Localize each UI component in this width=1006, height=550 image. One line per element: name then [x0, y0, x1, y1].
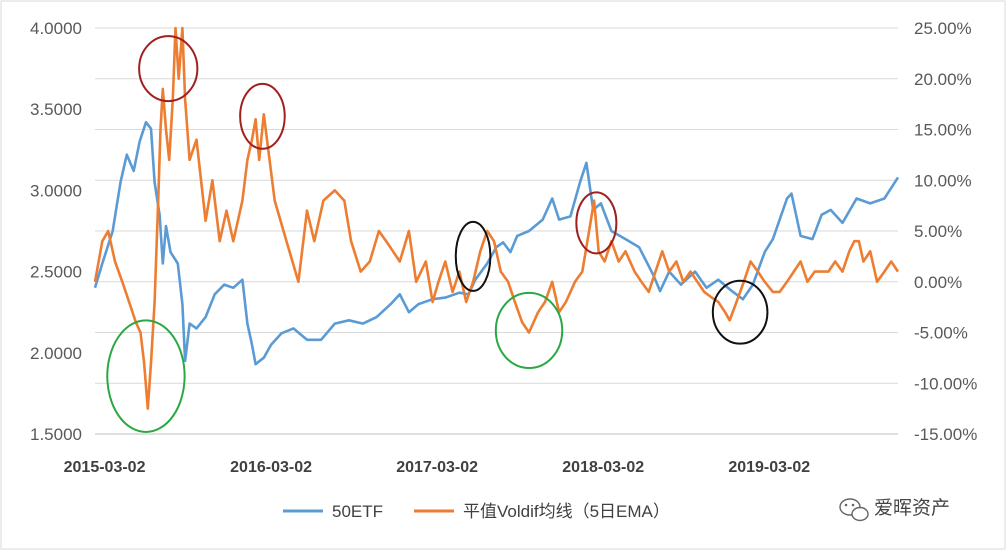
y-left-tick-label: 2.0000 — [30, 344, 82, 363]
annotation-ellipse — [711, 279, 769, 345]
x-tick-label: 2019-03-02 — [728, 459, 810, 476]
y-right-tick-label: 15.00% — [914, 121, 972, 140]
series-line-50etf — [93, 120, 900, 366]
x-tick-labels: 2015-03-02 2016-03-02 2017-03-02 2018-03-02… — [64, 459, 811, 476]
x-tick-label: 2016-03-02 — [230, 459, 312, 476]
y-left-tick-label: 4.0000 — [30, 19, 82, 38]
y-right-tick-label: -10.00% — [914, 374, 977, 393]
annotation-ellipse — [138, 35, 199, 103]
y-right-tick-label: -5.00% — [914, 324, 968, 343]
annotation-ellipse — [106, 319, 186, 433]
y-right-tick-label: 5.00% — [914, 222, 962, 241]
y-left-tick-label: 2.5000 — [30, 263, 82, 282]
annotation-ellipse — [575, 191, 618, 255]
annotation-ellipses — [106, 35, 769, 433]
series-lines — [93, 26, 900, 410]
wechat-bubble-icon — [839, 498, 869, 522]
y-left-tick-labels: 1.5000 2.0000 2.5000 3.0000 3.5000 4.0000 — [30, 19, 82, 444]
y-right-tick-label: -15.00% — [914, 425, 977, 444]
annotation-ellipse — [454, 220, 492, 292]
watermark: 爱晖资产 — [839, 497, 950, 522]
y-right-tick-label: 0.00% — [914, 273, 962, 292]
legend-label-50etf: 50ETF — [332, 502, 383, 521]
y-right-tick-labels: -15.00% -10.00% -5.00% 0.00% 5.00% 10.00% 15.0… — [914, 19, 977, 444]
legend: 50ETF 平值Voldif均线（5日EMA） — [283, 502, 670, 521]
legend-label-voldif: 平值Voldif均线（5日EMA） — [463, 502, 670, 521]
x-tick-label: 2017-03-02 — [396, 459, 478, 476]
y-left-tick-label: 3.0000 — [30, 181, 82, 200]
y-right-tick-label: 20.00% — [914, 70, 972, 89]
x-tick-label: 2018-03-02 — [562, 459, 644, 476]
watermark-text: 爱晖资产 — [874, 497, 950, 519]
annotation-ellipse — [494, 291, 564, 370]
y-right-tick-label: 25.00% — [914, 19, 972, 38]
y-left-tick-label: 1.5000 — [30, 425, 82, 444]
annotation-ellipse — [239, 82, 286, 150]
y-left-tick-label: 3.5000 — [30, 100, 82, 119]
x-tick-label: 2015-03-02 — [64, 459, 146, 476]
series-line-voldif — [93, 26, 900, 410]
gridlines — [95, 27, 898, 435]
y-right-tick-label: 10.00% — [914, 171, 972, 190]
